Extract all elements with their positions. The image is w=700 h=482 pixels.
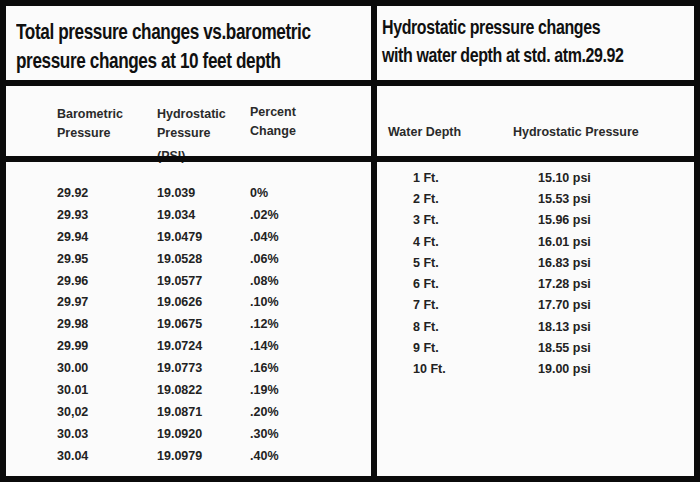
right-table-body: 1 Ft. 15.10 psi 2 Ft. 15.53 psi 3 Ft. 15… — [377, 167, 694, 380]
table-row: 30.01 19.0822 .19% — [6, 379, 371, 401]
right-title-line-2: with water depth at std. atm.29.92 — [382, 41, 624, 69]
table-row: 9 Ft. 18.55 psi — [377, 337, 694, 358]
table-row: 29.95 19.0528 .06% — [6, 248, 371, 270]
hydrostatic-value: 19.0822 — [157, 383, 250, 397]
right-title-line-1: Hydrostatic pressure changes — [382, 13, 624, 41]
percent-value: 0% — [250, 186, 330, 200]
table-row: 30.03 19.0920 .30% — [6, 423, 371, 445]
hydrostatic-value: 19.0577 — [157, 274, 250, 288]
table-row: 3 Ft. 15.96 psi — [377, 210, 694, 231]
pressure-value: 19.00 psi — [538, 362, 678, 376]
percent-value: .02% — [250, 208, 330, 222]
percent-value: .14% — [250, 339, 330, 353]
hydrostatic-value: 19.0920 — [157, 427, 250, 441]
barometric-value: 29.96 — [57, 274, 157, 288]
barometric-value: 30,02 — [57, 405, 157, 419]
right-table-title: Hydrostatic pressure changes with water … — [382, 13, 694, 69]
percent-value: .06% — [250, 252, 330, 266]
table-row: 30.00 19.0773 .16% — [6, 357, 371, 379]
pressure-value: 18.13 psi — [538, 320, 678, 334]
table-row: 29.97 19.0626 .10% — [6, 291, 371, 313]
left-title-line-1: Total pressure changes vs.barometric — [16, 17, 311, 46]
left-table-panel: Total pressure changes vs.barometric pre… — [6, 6, 371, 476]
table-row: 10 Ft. 19.00 psi — [377, 359, 694, 380]
column-header-barometric-pressure: Barometric Pressure — [57, 105, 137, 143]
water-depth-value: 8 Ft. — [413, 320, 538, 334]
water-depth-value: 4 Ft. — [413, 235, 538, 249]
water-depth-value: 7 Ft. — [413, 298, 538, 312]
percent-value: .19% — [250, 383, 330, 397]
left-table-body: 29.92 19.039 0% 29.93 19.034 .02% 29.94 … — [6, 182, 371, 467]
water-depth-value: 3 Ft. — [413, 213, 538, 227]
percent-value: .40% — [250, 449, 330, 463]
percent-value: .08% — [250, 274, 330, 288]
table-row: 29.94 19.0479 .04% — [6, 226, 371, 248]
table-row: 30,02 19.0871 .20% — [6, 401, 371, 423]
barometric-value: 30.03 — [57, 427, 157, 441]
water-depth-value: 9 Ft. — [413, 341, 538, 355]
barometric-value: 30.01 — [57, 383, 157, 397]
barometric-value: 29.99 — [57, 339, 157, 353]
hydrostatic-value: 19.034 — [157, 208, 250, 222]
barometric-value: 29.94 — [57, 230, 157, 244]
hydrostatic-value: 19.0528 — [157, 252, 250, 266]
column-header-percent-change: Percent Change — [250, 103, 312, 141]
barometric-value: 29.93 — [57, 208, 157, 222]
hydrostatic-value: 19.0773 — [157, 361, 250, 375]
left-title-line-2: pressure changes at 10 feet depth — [16, 46, 311, 75]
table-row: 8 Ft. 18.13 psi — [377, 316, 694, 337]
table-row: 29.98 19.0675 .12% — [6, 313, 371, 335]
pressure-value: 18.55 psi — [538, 341, 678, 355]
table-row: 29.92 19.039 0% — [6, 182, 371, 204]
pressure-value: 17.70 psi — [538, 298, 678, 312]
table-row: 6 Ft. 17.28 psi — [377, 273, 694, 294]
hydrostatic-value: 19.0979 — [157, 449, 250, 463]
column-header-hydrostatic-label: Hydrostatic Pressure — [157, 105, 247, 143]
left-table-title: Total pressure changes vs.barometric pre… — [16, 17, 371, 75]
barometric-value: 30.00 — [57, 361, 157, 375]
scanned-pressure-tables-document: Total pressure changes vs.barometric pre… — [0, 0, 700, 482]
barometric-value: 29.92 — [57, 186, 157, 200]
water-depth-value: 6 Ft. — [413, 277, 538, 291]
table-row: 29.96 19.0577 .08% — [6, 270, 371, 292]
water-depth-value: 2 Ft. — [413, 192, 538, 206]
percent-value: .12% — [250, 317, 330, 331]
pressure-value: 15.96 psi — [538, 213, 678, 227]
table-row: 5 Ft. 16.83 psi — [377, 252, 694, 273]
hydrostatic-value: 19.0675 — [157, 317, 250, 331]
column-header-hydrostatic-pressure-right: Hydrostatic Pressure — [513, 123, 639, 142]
barometric-value: 29.95 — [57, 252, 157, 266]
water-depth-value: 5 Ft. — [413, 256, 538, 270]
table-row: 7 Ft. 17.70 psi — [377, 295, 694, 316]
pressure-value: 17.28 psi — [538, 277, 678, 291]
barometric-value: 29.98 — [57, 317, 157, 331]
table-row: 30.04 19.0979 .40% — [6, 445, 371, 467]
percent-value: .10% — [250, 295, 330, 309]
hydrostatic-value: 19.039 — [157, 186, 250, 200]
table-row: 29.99 19.0724 .14% — [6, 335, 371, 357]
hydrostatic-value: 19.0871 — [157, 405, 250, 419]
percent-value: .16% — [250, 361, 330, 375]
water-depth-value: 1 Ft. — [413, 171, 538, 185]
water-depth-value: 10 Ft. — [413, 362, 538, 376]
pressure-value: 16.83 psi — [538, 256, 678, 270]
pressure-value: 16.01 psi — [538, 235, 678, 249]
pressure-value: 15.10 psi — [538, 171, 678, 185]
right-table-panel: Hydrostatic pressure changes with water … — [377, 6, 694, 476]
percent-value: .20% — [250, 405, 330, 419]
table-row: 1 Ft. 15.10 psi — [377, 167, 694, 188]
pressure-value: 15.53 psi — [538, 192, 678, 206]
hydrostatic-value: 19.0626 — [157, 295, 250, 309]
table-row: 2 Ft. 15.53 psi — [377, 188, 694, 209]
hydrostatic-value: 19.0724 — [157, 339, 250, 353]
percent-value: .30% — [250, 427, 330, 441]
hydrostatic-value: 19.0479 — [157, 230, 250, 244]
barometric-value: 30.04 — [57, 449, 157, 463]
table-row: 4 Ft. 16.01 psi — [377, 231, 694, 252]
table-row: 29.93 19.034 .02% — [6, 204, 371, 226]
percent-value: .04% — [250, 230, 330, 244]
barometric-value: 29.97 — [57, 295, 157, 309]
column-header-water-depth: Water Depth — [388, 123, 461, 142]
